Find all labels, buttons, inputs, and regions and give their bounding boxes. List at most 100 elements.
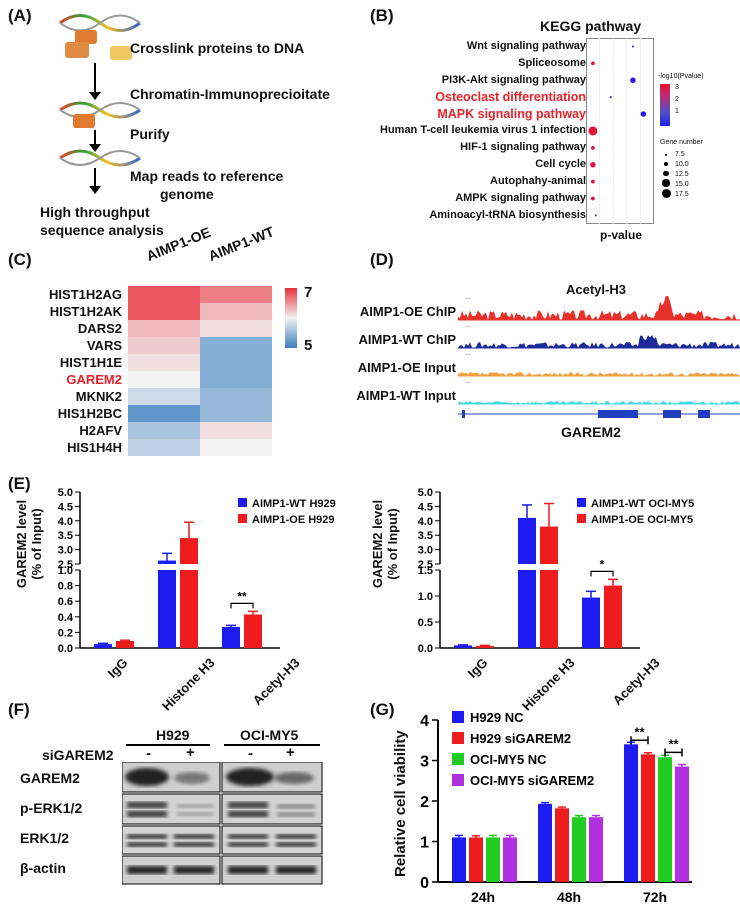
kegg-dotplot: [586, 38, 654, 224]
significance-bracket: [230, 602, 254, 609]
dot: [591, 196, 595, 201]
kegg-title: KEGG pathway: [540, 18, 642, 34]
color-legend-bar: [660, 84, 670, 126]
heatmap-cell: [200, 439, 272, 456]
heatmap-scale-min: 5: [304, 337, 313, 354]
panel-d-label: (D): [370, 250, 394, 269]
ocimy5-underline: [224, 744, 320, 746]
heatmap-cell: [128, 439, 200, 456]
panel-c-label: (C): [8, 250, 32, 269]
gene-exon: [663, 410, 681, 418]
heatmap-gene-label: H2AFV: [79, 423, 122, 438]
heatmap-cell: [128, 422, 200, 439]
bar: [486, 837, 500, 882]
bar: [158, 560, 176, 564]
bar: [469, 837, 483, 882]
y-tick-label: 2.5: [58, 559, 73, 571]
bar: [518, 570, 536, 648]
chip-workflow-diagram: [59, 14, 141, 194]
dot: [591, 145, 595, 150]
legend-item: AIMP1-WT H929: [238, 496, 336, 512]
y-tick-label: 0.6: [58, 596, 73, 608]
track-gene-name: GAREM2: [561, 424, 621, 440]
x-tick-label: 48h: [557, 889, 581, 904]
track-label: AIMP1-OE ChIP: [359, 304, 456, 319]
bar: [180, 538, 198, 564]
track-label: AIMP1-WT ChIP: [358, 332, 457, 347]
step-immunoprecipitate: Chromatin-Immunoprecioitate: [130, 86, 330, 102]
y-tick-label: 4.0: [418, 516, 433, 528]
gene-exon: [698, 410, 710, 418]
kegg-pathway-label: PI3K-Akt signaling pathway: [441, 73, 586, 86]
y-tick-label: 3.5: [58, 530, 73, 542]
step-purify: Purify: [130, 126, 170, 142]
track-signal: [458, 372, 740, 376]
y-tick-label: 0.2: [58, 627, 73, 639]
size-legend-item: 15.0: [660, 179, 689, 190]
heatmap-gene-label: HIST1H2AK: [49, 304, 122, 319]
gene-exon: [462, 410, 465, 418]
h929-underline: [126, 744, 210, 746]
heatmap-cell: [128, 371, 200, 388]
heatmap-gene-labels: HIST1H2AG HIST1H2AK DARS2 VARS HIST1H1E GAREM…: [20, 286, 122, 456]
heatmap-gene-label: GAREM2: [66, 372, 122, 387]
y-tick-label: 3: [420, 754, 429, 771]
heatmap-cell: [128, 337, 200, 354]
protein-label: p-ERK1/2: [20, 800, 83, 816]
panel-g-label: (G): [370, 700, 395, 719]
plus-sign: +: [286, 744, 295, 761]
heatmap-cell: [200, 320, 272, 337]
size-legend-title: Gene number: [660, 139, 703, 146]
bar: [222, 626, 240, 648]
legend-item: AIMP1-OE OCI-MY5: [577, 512, 694, 528]
legend-label: OCI-MY5 NC: [470, 752, 547, 767]
heatmap: [128, 286, 272, 456]
heatmap-scale-bar: [285, 288, 297, 348]
dna-helix-1: [59, 14, 141, 32]
bar: [540, 570, 558, 648]
size-legend-item: 17.5: [660, 188, 689, 200]
y-tick-label: 1.0: [418, 591, 433, 603]
significance-label: *: [600, 557, 605, 571]
y-tick-label: 3.0: [58, 545, 73, 557]
y-tick-label: 0.0: [418, 643, 433, 654]
heatmap-cell: [128, 354, 200, 371]
panel-a-label: (A): [8, 6, 32, 25]
gene-exon: [598, 410, 638, 418]
y-tick-label: 1: [420, 835, 429, 852]
heatmap-gene-label: HIST1H1E: [59, 355, 122, 370]
x-tick-label: IgG: [464, 655, 491, 681]
panel-e-label: (E): [8, 474, 31, 493]
protein-shape: [65, 42, 89, 58]
dot: [588, 126, 598, 136]
y-tick-label: 0.5: [418, 617, 433, 629]
protein-shape: [73, 114, 95, 128]
bar: [641, 754, 655, 882]
dot: [591, 179, 595, 184]
dot: [590, 162, 596, 168]
kegg-pathway-label: HIF-1 signaling pathway: [460, 141, 586, 154]
heatmap-cell: [200, 371, 272, 388]
track-scale: —: [465, 352, 471, 358]
bar: [116, 640, 134, 648]
step-map-reads-2: genome: [160, 186, 214, 202]
bar: [94, 644, 112, 648]
kegg-pathway-label: Cell cycle: [535, 158, 586, 171]
bar: [572, 817, 586, 882]
heatmap-gene-label: VARS: [86, 338, 122, 353]
heatmap-cell: [128, 388, 200, 405]
x-tick-label: 72h: [643, 889, 667, 904]
y-tick-label: 2.5: [418, 559, 433, 571]
y-tick-label: 1.5: [418, 565, 433, 577]
track-signal: [458, 296, 740, 320]
legend-swatch: [452, 774, 464, 786]
bar: [454, 645, 472, 648]
protein-labels: GAREM2 p-ERK1/2 ERK1/2 β-actin: [20, 768, 120, 888]
protein-shape: [75, 30, 97, 44]
heatmap-gene-label: MKNK2: [75, 389, 122, 404]
track-title: Acetyl-H3: [566, 282, 626, 297]
y-tick-label: 4: [420, 713, 429, 730]
blot-row-actin: [122, 855, 323, 885]
y-tick-label: 5.0: [418, 487, 433, 499]
